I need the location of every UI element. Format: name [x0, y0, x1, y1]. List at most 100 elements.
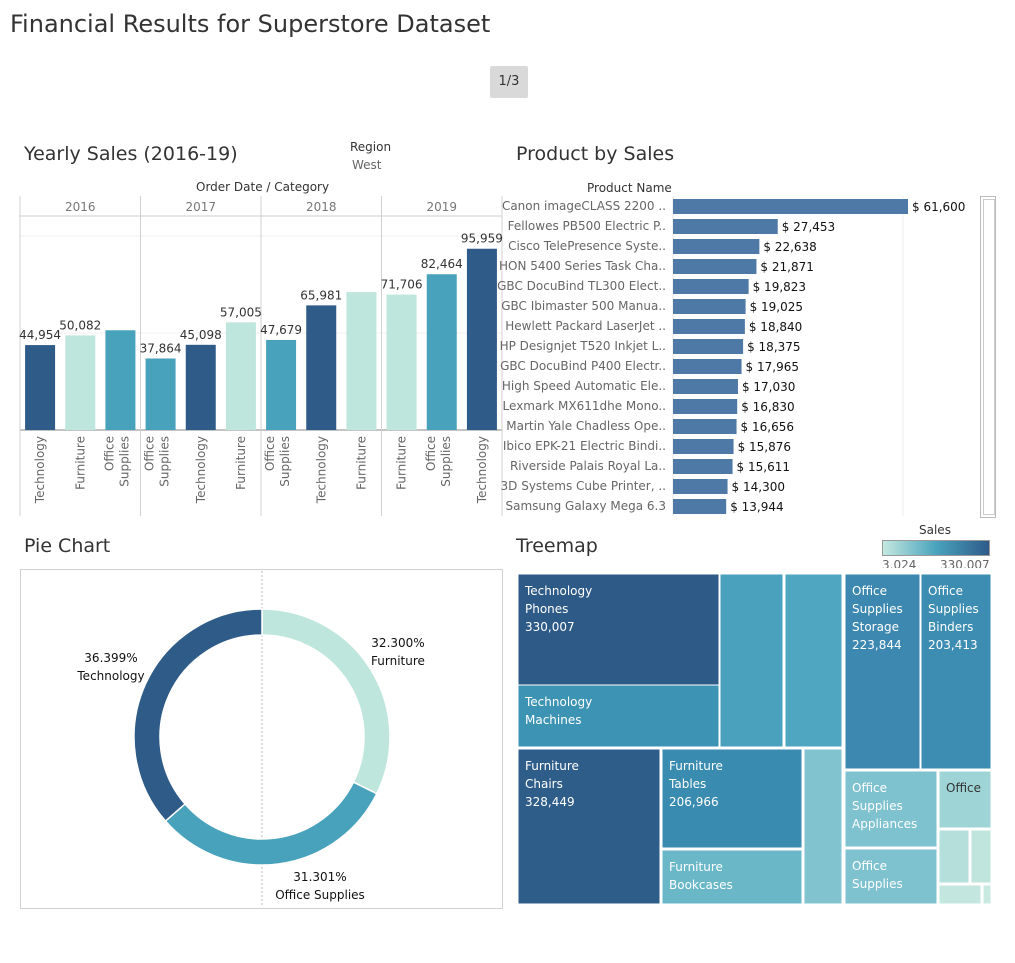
- product-name-label: HON 5400 Series Task Cha..: [499, 259, 666, 273]
- treemap-cell-label: 330,007: [525, 620, 575, 634]
- region-filter-value[interactable]: West: [352, 158, 382, 172]
- treemap-cell[interactable]: [719, 573, 784, 748]
- product-name-label: High Speed Automatic Ele..: [502, 379, 666, 393]
- treemap-cell-label: Technology: [524, 695, 592, 709]
- treemap-cell[interactable]: [803, 748, 843, 905]
- yearly-bar[interactable]: [65, 335, 96, 430]
- category-axis-label: Supplies: [158, 436, 172, 487]
- year-header-label: 2017: [185, 200, 216, 214]
- treemap-cell[interactable]: [661, 849, 803, 905]
- product-bar[interactable]: [673, 299, 746, 314]
- treemap-cell[interactable]: [920, 573, 992, 770]
- yearly-bar[interactable]: [225, 322, 256, 430]
- product-bar[interactable]: [673, 419, 737, 434]
- yearly-bar[interactable]: [266, 339, 297, 430]
- treemap-cell-label: 206,966: [669, 795, 719, 809]
- product-name-label: GBC DocuBind P400 Electr..: [500, 359, 666, 373]
- yearly-header-label: Order Date / Category: [196, 180, 330, 194]
- treemap-cell[interactable]: [970, 829, 992, 884]
- product-bar[interactable]: [673, 359, 742, 374]
- product-name-label: GBC DocuBind TL300 Elect..: [497, 279, 666, 293]
- pie-chart-frame: [20, 569, 503, 909]
- product-list-scrollbar[interactable]: [980, 196, 996, 518]
- color-legend-max: 330,007: [940, 558, 990, 568]
- product-bar[interactable]: [673, 219, 778, 234]
- yearly-bar-value-label: 95,959: [461, 232, 503, 246]
- product-bar[interactable]: [673, 239, 760, 254]
- product-name-label: Riverside Palais Royal La..: [510, 459, 666, 473]
- pie-category-label: Technology: [76, 669, 144, 683]
- treemap-cell[interactable]: [517, 573, 720, 686]
- product-name-label: Fellowes PB500 Electric P..: [508, 219, 666, 233]
- product-bar[interactable]: [673, 339, 744, 354]
- yearly-bar[interactable]: [145, 358, 176, 430]
- product-bar[interactable]: [673, 319, 745, 334]
- product-bar[interactable]: [673, 459, 733, 474]
- treemap-cell-label: Supplies: [852, 799, 903, 813]
- pie-percent-label: 36.399%: [84, 651, 137, 665]
- category-axis-label: Office: [263, 436, 277, 471]
- treemap-cell[interactable]: [938, 770, 992, 829]
- yearly-bar[interactable]: [105, 330, 136, 430]
- page-indicator-button[interactable]: 1/3: [490, 66, 528, 98]
- treemap-cell-label: Phones: [525, 602, 568, 616]
- category-axis-label: Supplies: [278, 436, 292, 487]
- product-bar[interactable]: [673, 199, 908, 214]
- category-axis-label: Furniture: [354, 436, 368, 490]
- product-bar[interactable]: [673, 439, 734, 454]
- treemap-cell[interactable]: [938, 884, 982, 905]
- product-value-label: $ 17,030: [742, 380, 795, 394]
- treemap-cell[interactable]: [517, 684, 720, 748]
- treemap-cell[interactable]: [938, 829, 970, 884]
- year-header-label: 2016: [65, 200, 96, 214]
- category-axis-label: Supplies: [439, 436, 453, 487]
- product-bar[interactable]: [673, 479, 728, 494]
- yearly-bar[interactable]: [185, 344, 216, 430]
- product-name-label: 3D Systems Cube Printer, ..: [501, 479, 666, 493]
- product-value-label: $ 17,965: [746, 360, 799, 374]
- treemap-cell[interactable]: [661, 748, 803, 849]
- product-bar[interactable]: [673, 379, 738, 394]
- product-bar[interactable]: [673, 279, 749, 294]
- color-legend-gradient: [882, 540, 990, 556]
- treemap-cell-label: Furniture: [669, 860, 723, 874]
- treemap-cell[interactable]: [844, 770, 938, 848]
- treemap-cell[interactable]: [517, 748, 661, 905]
- treemap-cell[interactable]: [844, 573, 921, 770]
- yearly-bar[interactable]: [25, 345, 56, 430]
- product-bar[interactable]: [673, 499, 727, 514]
- treemap-cell-label: Appliances: [852, 817, 917, 831]
- product-value-label: $ 22,638: [763, 240, 816, 254]
- yearly-bar-value-label: 65,981: [300, 288, 342, 302]
- yearly-bar-value-label: 50,082: [59, 318, 101, 332]
- page-title: Financial Results for Superstore Dataset: [10, 10, 491, 38]
- yearly-bar[interactable]: [386, 294, 417, 430]
- product-bar[interactable]: [673, 259, 757, 274]
- category-axis-label: Office: [143, 436, 157, 471]
- pie-slice[interactable]: [133, 608, 263, 823]
- treemap-cell[interactable]: [982, 884, 992, 905]
- product-name-label: Samsung Galaxy Mega 6.3: [505, 499, 666, 513]
- category-axis-label: Technology: [314, 436, 328, 504]
- category-axis-label: Office: [424, 436, 438, 471]
- yearly-bar[interactable]: [426, 274, 457, 430]
- yearly-bar[interactable]: [346, 292, 377, 430]
- scrollbar-thumb[interactable]: [983, 199, 995, 515]
- category-axis-label: Furniture: [234, 436, 248, 490]
- product-bar[interactable]: [673, 399, 738, 414]
- product-name-label: Canon imageCLASS 2200 ..: [502, 199, 666, 213]
- treemap-cell[interactable]: [844, 848, 938, 905]
- category-axis-label: Furniture: [395, 436, 409, 490]
- product-name-label: Lexmark MX611dhe Mono..: [503, 399, 666, 413]
- treemap-cell[interactable]: [784, 573, 843, 748]
- treemap-cell-label: Bookcases: [669, 878, 733, 892]
- yearly-bar[interactable]: [466, 248, 497, 430]
- treemap-cell-label: Office: [852, 859, 887, 873]
- yearly-bar[interactable]: [306, 305, 337, 430]
- product-value-label: $ 19,823: [753, 280, 806, 294]
- treemap-cell-label: 328,449: [525, 795, 575, 809]
- region-filter-label: Region: [350, 140, 392, 154]
